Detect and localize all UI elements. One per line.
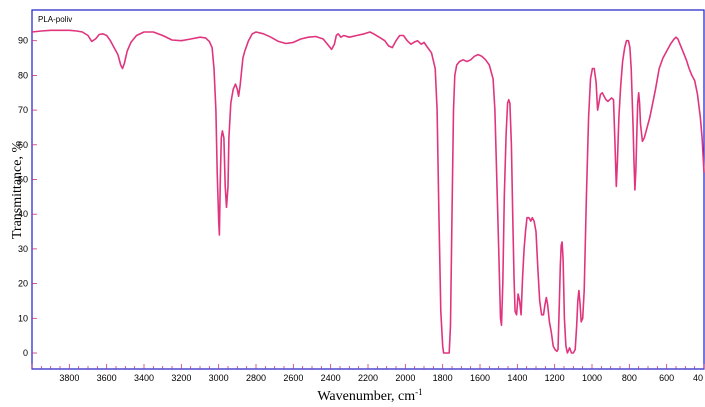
x-tick-label: 40 bbox=[693, 373, 703, 383]
x-tick-label: 1600 bbox=[470, 373, 490, 383]
y-tick-label: 90 bbox=[18, 36, 28, 46]
y-tick-label: 60 bbox=[18, 140, 28, 150]
y-tick-label: 70 bbox=[18, 105, 28, 115]
tick-marks bbox=[31, 40, 705, 369]
x-tick-label: 800 bbox=[622, 373, 637, 383]
x-axis-title-superscript: -1 bbox=[415, 387, 423, 397]
x-tick-label: 3600 bbox=[97, 373, 117, 383]
y-tick-label: 20 bbox=[18, 279, 28, 289]
x-axis-title-text: Wavenumber, cm bbox=[317, 389, 415, 404]
x-tick-label: 3000 bbox=[209, 373, 229, 383]
x-tick-label: 2400 bbox=[321, 373, 341, 383]
x-tick-label: 1000 bbox=[582, 373, 602, 383]
y-tick-label: 30 bbox=[18, 244, 28, 254]
y-tick-labels: 0 10 20 30 40 50 60 70 80 90 bbox=[18, 36, 28, 358]
y-tick-label: 40 bbox=[18, 209, 28, 219]
x-tick-label: 3400 bbox=[134, 373, 154, 383]
x-tick-label: 1200 bbox=[545, 373, 565, 383]
x-tick-label: 1400 bbox=[507, 373, 527, 383]
y-tick-label: 80 bbox=[18, 70, 28, 80]
x-tick-labels: 3800 3600 3400 3200 3000 2800 2600 2400 2200 2000… bbox=[59, 373, 703, 383]
x-tick-label: 600 bbox=[659, 373, 674, 383]
y-tick-label: 0 bbox=[23, 348, 28, 358]
spectrum-line bbox=[31, 29, 705, 354]
y-axis-title: Transmittance, % bbox=[10, 141, 25, 240]
x-tick-label: 2800 bbox=[246, 373, 266, 383]
y-tick-label: 10 bbox=[18, 313, 28, 323]
sample-label: PLA-poliv bbox=[38, 15, 72, 24]
plot-frame bbox=[31, 9, 705, 370]
x-tick-label: 1800 bbox=[433, 373, 453, 383]
x-tick-label: 2200 bbox=[358, 373, 378, 383]
x-axis-title: Wavenumber, cm-1 bbox=[317, 387, 422, 404]
x-tick-label: 3200 bbox=[171, 373, 191, 383]
y-tick-label: 50 bbox=[18, 175, 28, 185]
x-tick-label: 3800 bbox=[59, 373, 79, 383]
x-tick-label: 2000 bbox=[395, 373, 415, 383]
x-tick-label: 2600 bbox=[283, 373, 303, 383]
